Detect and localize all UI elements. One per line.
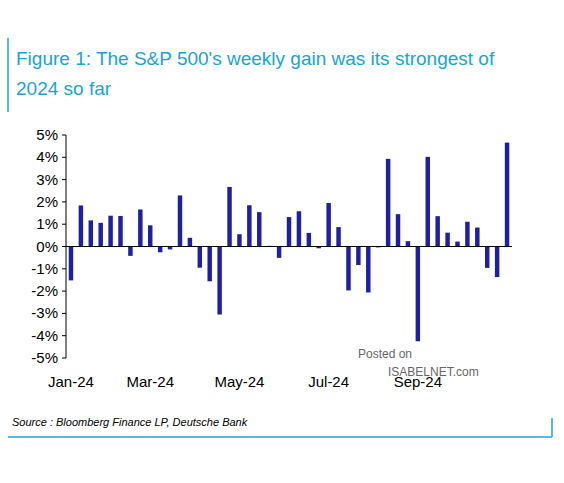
y-tick-label: -3% (31, 304, 58, 321)
bar (416, 247, 420, 342)
x-tick-label: Jan-24 (48, 373, 94, 390)
bar (257, 212, 261, 246)
frame-left (7, 38, 9, 112)
y-tick-label: 1% (36, 215, 58, 232)
bar (445, 233, 449, 247)
y-tick-label: -4% (31, 327, 58, 344)
bar (366, 247, 370, 293)
bar (247, 205, 251, 246)
bar (277, 247, 281, 258)
title: Figure 1: The S&P 500's weekly gain was … (16, 48, 495, 99)
zero-line (66, 246, 512, 247)
y-tick (62, 313, 66, 314)
y-tick-label: 0% (36, 238, 58, 255)
bar (495, 247, 499, 278)
bar (396, 214, 400, 246)
bar (128, 247, 132, 256)
title-line: Figure 1: The S&P 500's weekly gain was … (16, 48, 495, 69)
y-tick-label: -1% (31, 260, 58, 277)
y-tick-label: 2% (36, 193, 58, 210)
chart: Figure 1: The S&P 500's weekly gain was … (0, 0, 564, 483)
y-tick-label: 3% (36, 171, 58, 188)
bar (207, 247, 211, 282)
frame-right (551, 418, 553, 437)
y-tick-label: 4% (36, 148, 58, 165)
bar (346, 247, 350, 291)
bar (435, 216, 439, 246)
bar (148, 225, 152, 246)
frame-bottom (8, 436, 552, 438)
bar (108, 216, 112, 247)
bar (158, 247, 162, 253)
bar (79, 205, 83, 246)
source: Source : Bloomberg Finance LP, Deutsche … (12, 416, 248, 428)
bar (307, 233, 311, 247)
y-tick (62, 179, 66, 180)
y-tick (62, 135, 66, 136)
y-tick (62, 358, 66, 359)
bar (475, 228, 479, 247)
bar (485, 247, 489, 268)
y-tick-label: -5% (31, 349, 58, 366)
watermark: Posted on (358, 347, 412, 361)
bar (138, 209, 142, 246)
bar (455, 242, 459, 247)
y-tick (62, 246, 66, 247)
bars (69, 143, 510, 342)
x-tick-label: Mar-24 (126, 373, 174, 390)
y-tick (62, 335, 66, 336)
watermark: ISABELNET.com (388, 365, 479, 379)
bar (505, 143, 509, 247)
bar (98, 223, 102, 247)
bar (198, 247, 202, 268)
bar (217, 247, 221, 315)
bar (465, 222, 469, 247)
y-tick-label: 5% (36, 126, 58, 143)
title-line: 2024 so far (16, 78, 112, 99)
bar (336, 227, 340, 246)
y-tick (62, 224, 66, 225)
x-tick-label: Jul-24 (308, 373, 349, 390)
bar (287, 217, 291, 246)
bar (237, 234, 241, 246)
bar (178, 195, 182, 246)
bar (69, 247, 73, 281)
y-tick (62, 268, 66, 269)
y-tick (62, 201, 66, 202)
bar (406, 241, 410, 246)
y-tick (62, 157, 66, 158)
y-tick (62, 291, 66, 292)
bar (188, 238, 192, 247)
bar (227, 187, 231, 247)
y-tick-label: -2% (31, 282, 58, 299)
bar (326, 203, 330, 246)
bar (356, 247, 360, 266)
x-tick-label: May-24 (214, 373, 264, 390)
bar (386, 159, 390, 247)
bar (89, 220, 93, 246)
bar (118, 216, 122, 247)
bar (297, 211, 301, 246)
bar (426, 157, 430, 247)
